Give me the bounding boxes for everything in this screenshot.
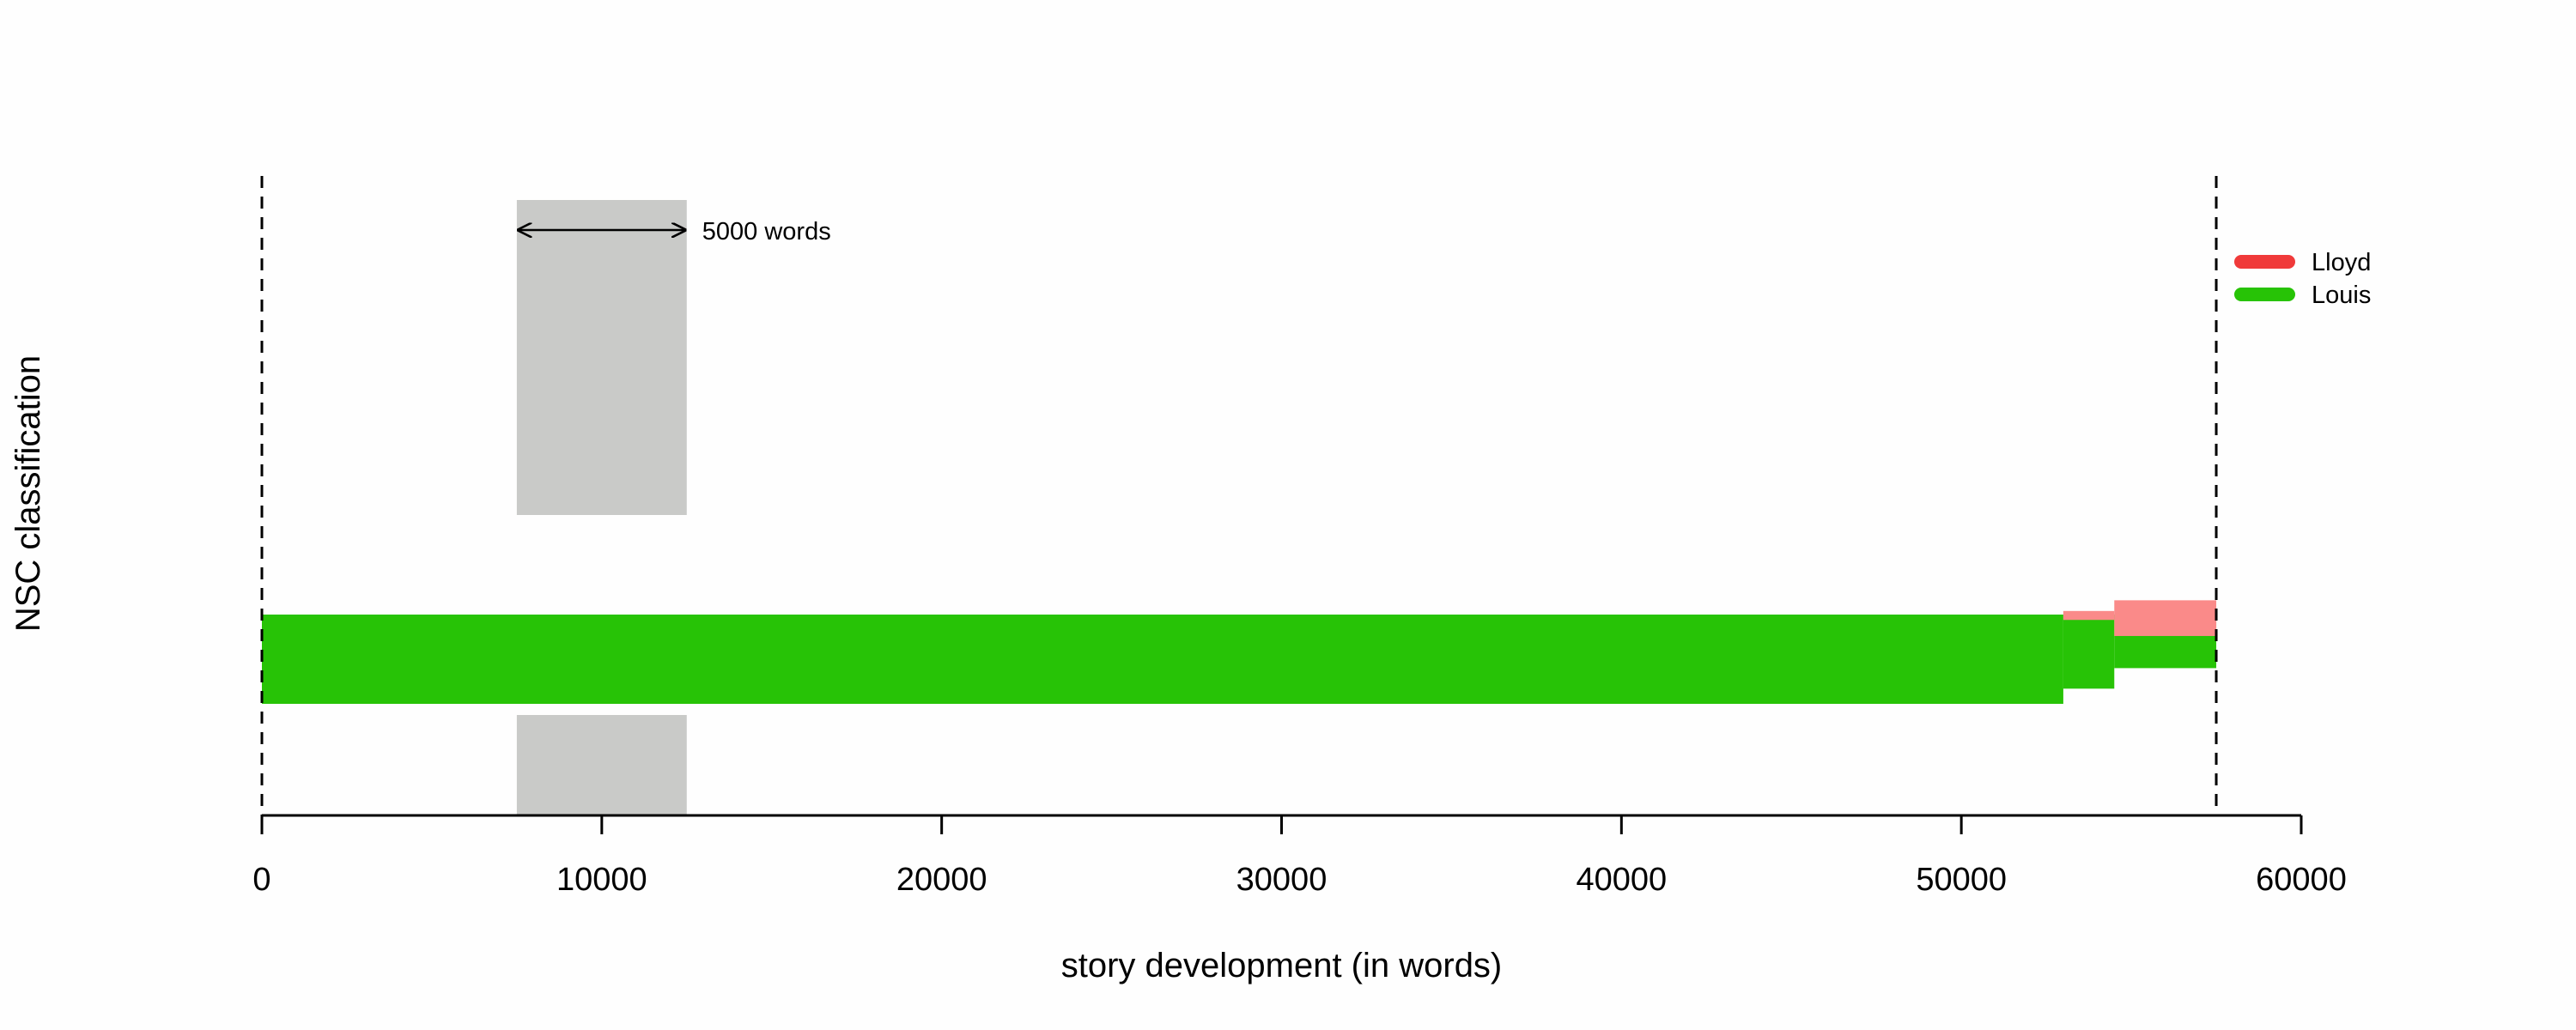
- x-axis: 0 10000 20000 30000 40000 50000 60000: [252, 814, 2347, 898]
- x-tick-label-30000: 30000: [1236, 862, 1327, 898]
- legend: Lloyd Louis: [2234, 249, 2371, 309]
- segment-lloyd-4: [2114, 600, 2217, 636]
- segment-louis-1: [2063, 615, 2115, 689]
- x-tick-label-50000: 50000: [1916, 862, 2007, 898]
- window-box-upper: [516, 200, 687, 515]
- x-axis-title: story development (in words): [1061, 947, 1503, 985]
- x-tick-label-60000: 60000: [2256, 862, 2347, 898]
- legend-label-louis: Louis: [2312, 282, 2371, 309]
- legend-label-lloyd: Lloyd: [2312, 249, 2371, 276]
- guide-layer: [260, 176, 2218, 815]
- bar-layer: [262, 600, 2217, 704]
- x-tick-label-20000: 20000: [896, 862, 987, 898]
- window-width-label: 5000 words: [702, 218, 831, 245]
- x-tick-label-40000: 40000: [1576, 862, 1667, 898]
- x-tick-label-0: 0: [252, 862, 270, 898]
- window-box-lower: [516, 715, 687, 815]
- segment-louis-0: [262, 615, 2063, 704]
- x-tick-label-10000: 10000: [556, 862, 647, 898]
- y-axis-title: NSC classification: [9, 355, 47, 632]
- window-layer: [516, 200, 687, 815]
- segment-lloyd-3: [2063, 610, 2115, 621]
